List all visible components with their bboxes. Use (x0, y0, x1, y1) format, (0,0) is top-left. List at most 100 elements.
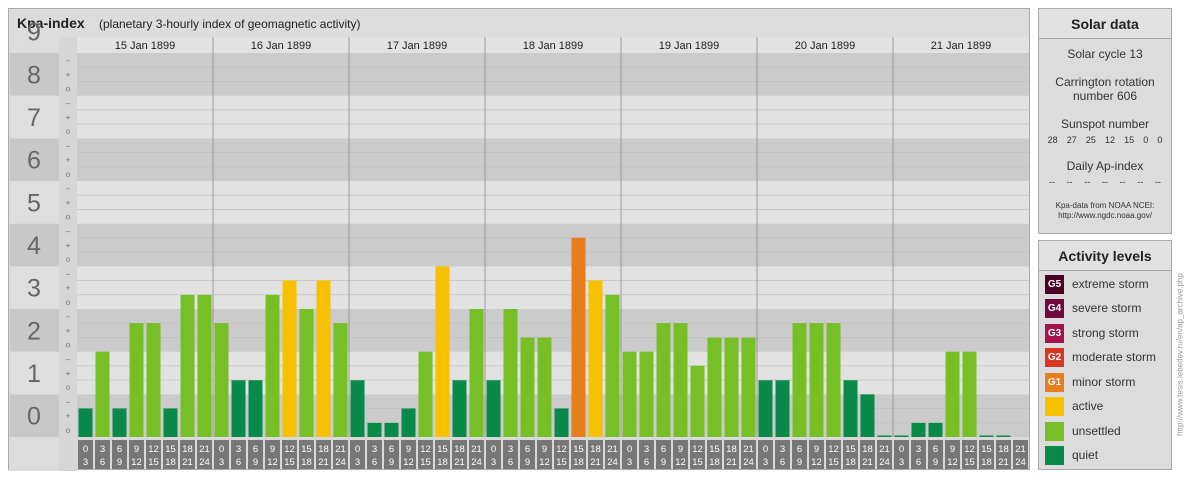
interval-box (418, 440, 433, 469)
legend-item-g4: G4 severe storm (1045, 298, 1141, 318)
kp-bar (724, 337, 739, 437)
interval-start: 18 (726, 444, 737, 455)
minor-tick-label: – (66, 312, 71, 321)
interval-start: 3 (236, 444, 241, 455)
interval-end: 3 (899, 457, 904, 468)
interval-start: 12 (420, 444, 431, 455)
y-tick-label: 6 (27, 147, 41, 175)
sunspot-value: 28 (1047, 135, 1058, 145)
legend-item-quiet: quiet (1045, 445, 1098, 465)
interval-box (248, 440, 263, 469)
interval-start: 21 (743, 444, 754, 455)
interval-end: 3 (219, 457, 224, 468)
sunspot-value: 0 (1157, 135, 1163, 145)
interval-start: 9 (134, 444, 139, 455)
kp-bar (520, 337, 535, 437)
interval-start: 0 (355, 444, 360, 455)
kp-bar (350, 380, 365, 437)
kp-bar (367, 422, 382, 437)
kpa-index-panel: Kpa-index (planetary 3-hourly index of g… (8, 8, 1030, 471)
minor-tick-label: + (66, 70, 71, 79)
minor-tick-label: o (66, 127, 71, 136)
interval-box (486, 440, 501, 469)
kp-bar (435, 266, 450, 437)
interval-end: 3 (491, 457, 496, 468)
day-label: 17 Jan 1899 (387, 40, 448, 52)
kp-bar (112, 408, 127, 437)
sunspot-value: 15 (1124, 135, 1135, 145)
interval-end: 18 (301, 457, 312, 468)
minor-tick-label: o (66, 383, 71, 392)
interval-box (877, 440, 892, 469)
interval-box (724, 440, 739, 469)
y-band (10, 95, 59, 139)
interval-box (826, 440, 841, 469)
interval-box (520, 440, 535, 469)
interval-box (945, 440, 960, 469)
interval-end: 9 (253, 457, 258, 468)
minor-tick-label: + (66, 156, 71, 165)
legend-label: active (1072, 399, 1104, 413)
kp-bar (333, 323, 348, 437)
kp-bar (894, 435, 909, 437)
interval-box (299, 440, 314, 469)
panel-title: Kpa-index (17, 15, 85, 31)
interval-end: 21 (590, 457, 601, 468)
kp-bar (707, 337, 722, 437)
minor-tick-strip (59, 37, 77, 471)
interval-start: 12 (556, 444, 567, 455)
interval-start: 3 (780, 444, 785, 455)
kp-bar (486, 380, 501, 437)
legend-swatch: G2 (1045, 347, 1064, 367)
kp-bar (299, 309, 314, 437)
interval-end: 9 (389, 457, 394, 468)
interval-start: 6 (797, 444, 802, 455)
interval-start: 3 (508, 444, 513, 455)
interval-box (860, 440, 875, 469)
ap-value: -- (1084, 177, 1091, 187)
interval-end: 6 (236, 457, 241, 468)
y-tick-label: 3 (27, 275, 41, 303)
interval-start: 6 (117, 444, 122, 455)
interval-box (435, 440, 450, 469)
interval-box (180, 440, 195, 469)
interval-start: 15 (301, 444, 312, 455)
minor-tick-label: + (66, 284, 71, 293)
interval-start: 6 (389, 444, 394, 455)
interval-end: 21 (182, 457, 193, 468)
kp-bar (877, 435, 892, 437)
interval-end: 12 (539, 457, 550, 468)
interval-end: 15 (284, 457, 295, 468)
panel-header: Kpa-index (planetary 3-hourly index of g… (9, 9, 1029, 37)
interval-start: 12 (692, 444, 703, 455)
interval-end: 24 (1015, 457, 1026, 468)
interval-box (95, 440, 110, 469)
interval-box (265, 440, 280, 469)
credit-text: http://www.tesis.lebedev.ru/en/ap_archiv… (1175, 273, 1184, 436)
interval-box (741, 440, 756, 469)
kp-bar (95, 351, 110, 437)
ap-value: -- (1119, 177, 1126, 187)
interval-end: 12 (403, 457, 414, 468)
interval-start: 9 (678, 444, 683, 455)
kp-bar (163, 408, 178, 437)
interval-start: 18 (862, 444, 873, 455)
carrington-line-1: Carrington rotation (1055, 75, 1155, 89)
interval-start: 3 (372, 444, 377, 455)
plot-band (77, 95, 1029, 139)
interval-end: 15 (692, 457, 703, 468)
kp-bar (129, 323, 144, 437)
kp-bar (826, 323, 841, 437)
legend-label: strong storm (1072, 326, 1139, 340)
interval-start: 0 (627, 444, 632, 455)
legend-label: moderate storm (1072, 350, 1157, 364)
interval-start: 6 (933, 444, 938, 455)
interval-box (775, 440, 790, 469)
kp-bar (554, 408, 569, 437)
interval-start: 0 (491, 444, 496, 455)
interval-box (792, 440, 807, 469)
interval-box (656, 440, 671, 469)
minor-tick-label: + (66, 198, 71, 207)
interval-start: 0 (899, 444, 904, 455)
source-link[interactable]: http://www.ngdc.noaa.gov/ (1058, 211, 1152, 220)
